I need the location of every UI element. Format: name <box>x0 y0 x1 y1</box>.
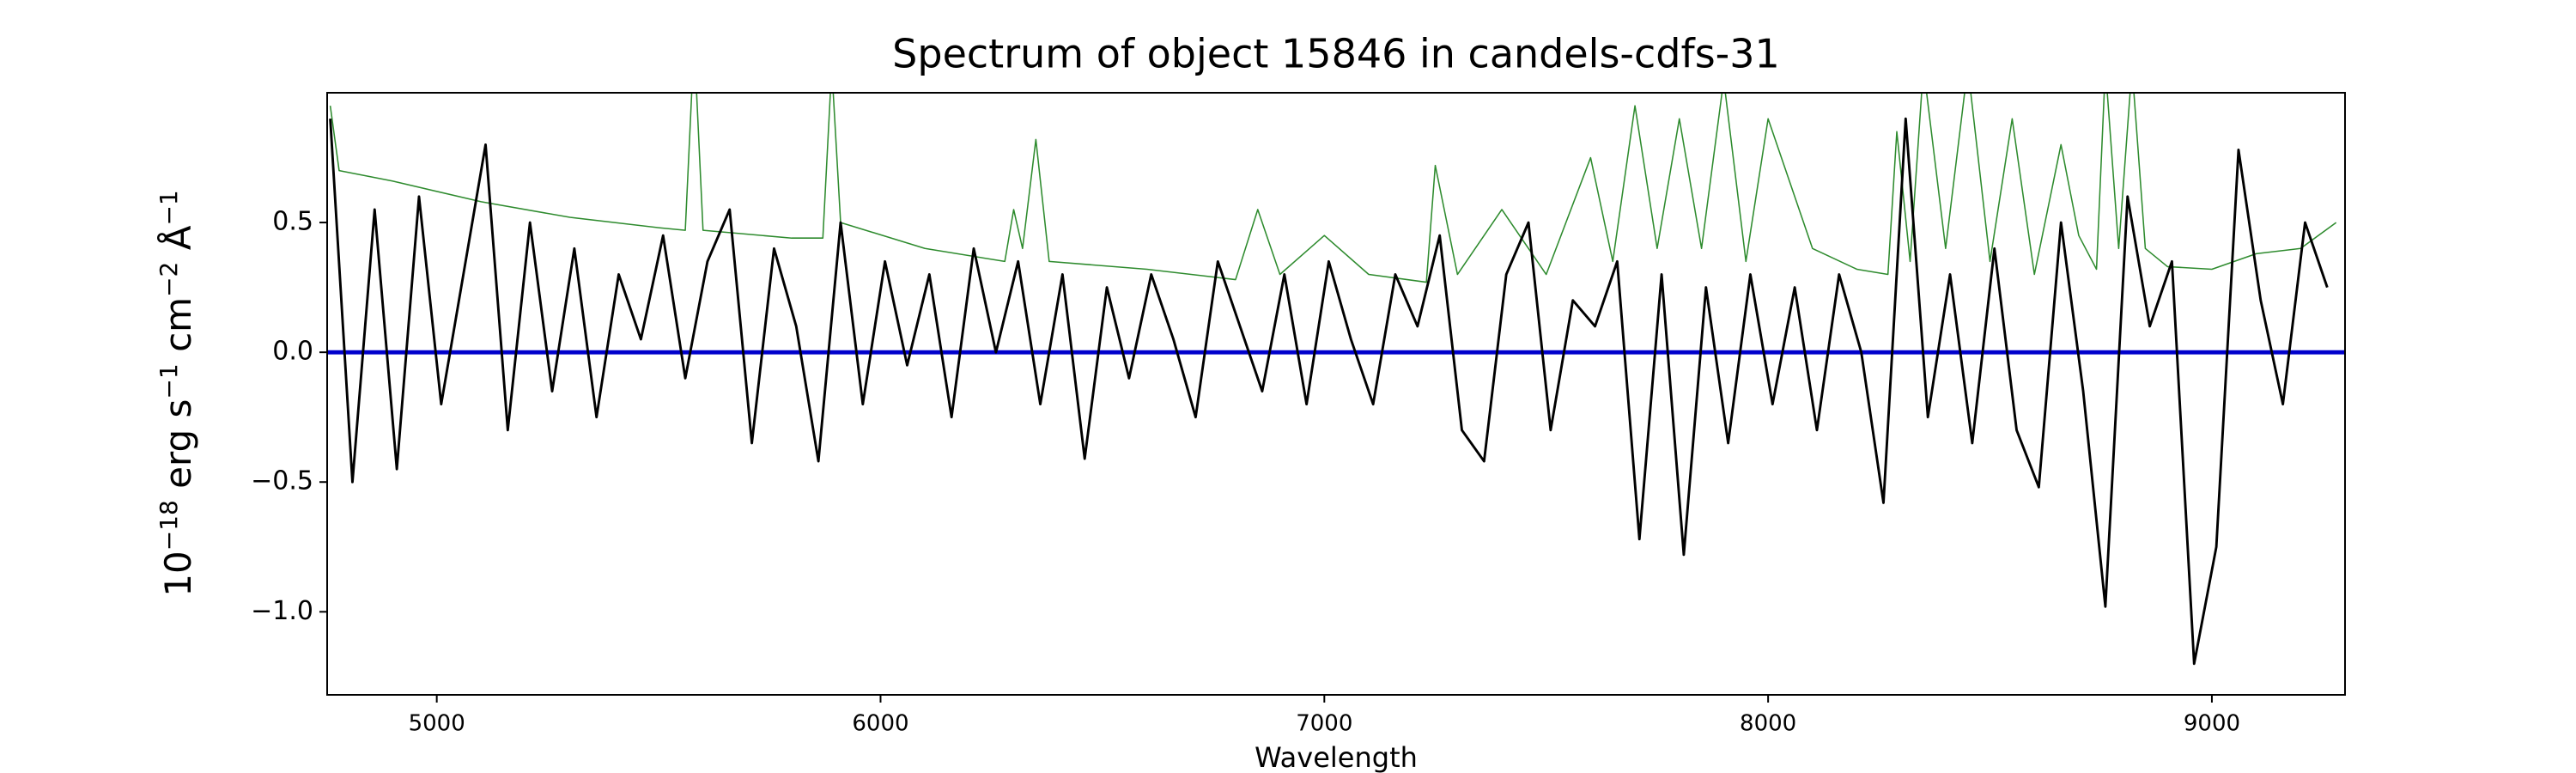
y-axis-label-part: −2 <box>155 262 183 297</box>
x-tick-label: 9000 <box>2184 711 2240 737</box>
y-tick-label: −0.5 <box>251 466 313 496</box>
plot-area <box>327 93 2345 666</box>
x-axis-label: Wavelength <box>1255 741 1418 773</box>
plot-frame <box>326 92 2346 696</box>
x-tick-label: 6000 <box>852 711 908 737</box>
y-axis-label-part: −1 <box>155 363 183 399</box>
y-axis-label-part: −18 <box>155 500 183 551</box>
chart-title: Spectrum of object 15846 in candels-cdfs… <box>892 31 1780 77</box>
y-tick-label: 0.0 <box>272 337 313 367</box>
y-tick-label: 0.5 <box>272 207 313 237</box>
y-axis-label-part: Å <box>156 225 199 261</box>
x-tick-label: 5000 <box>409 711 465 737</box>
y-axis-label: 10−18 erg s−1 cm−2 Å−1 <box>155 190 200 596</box>
y-tick-label: −1.0 <box>251 596 313 626</box>
y-axis-label-part: cm <box>157 297 199 363</box>
y-axis-label-part: −1 <box>155 190 183 225</box>
x-tick-label: 7000 <box>1296 711 1352 737</box>
spectrum-line <box>329 117 2329 666</box>
x-tick-label: 8000 <box>1740 711 1796 737</box>
y-axis-label-part: erg s <box>157 399 199 501</box>
spectrum-line <box>329 93 2337 283</box>
y-axis-label-part: 10 <box>157 551 199 596</box>
